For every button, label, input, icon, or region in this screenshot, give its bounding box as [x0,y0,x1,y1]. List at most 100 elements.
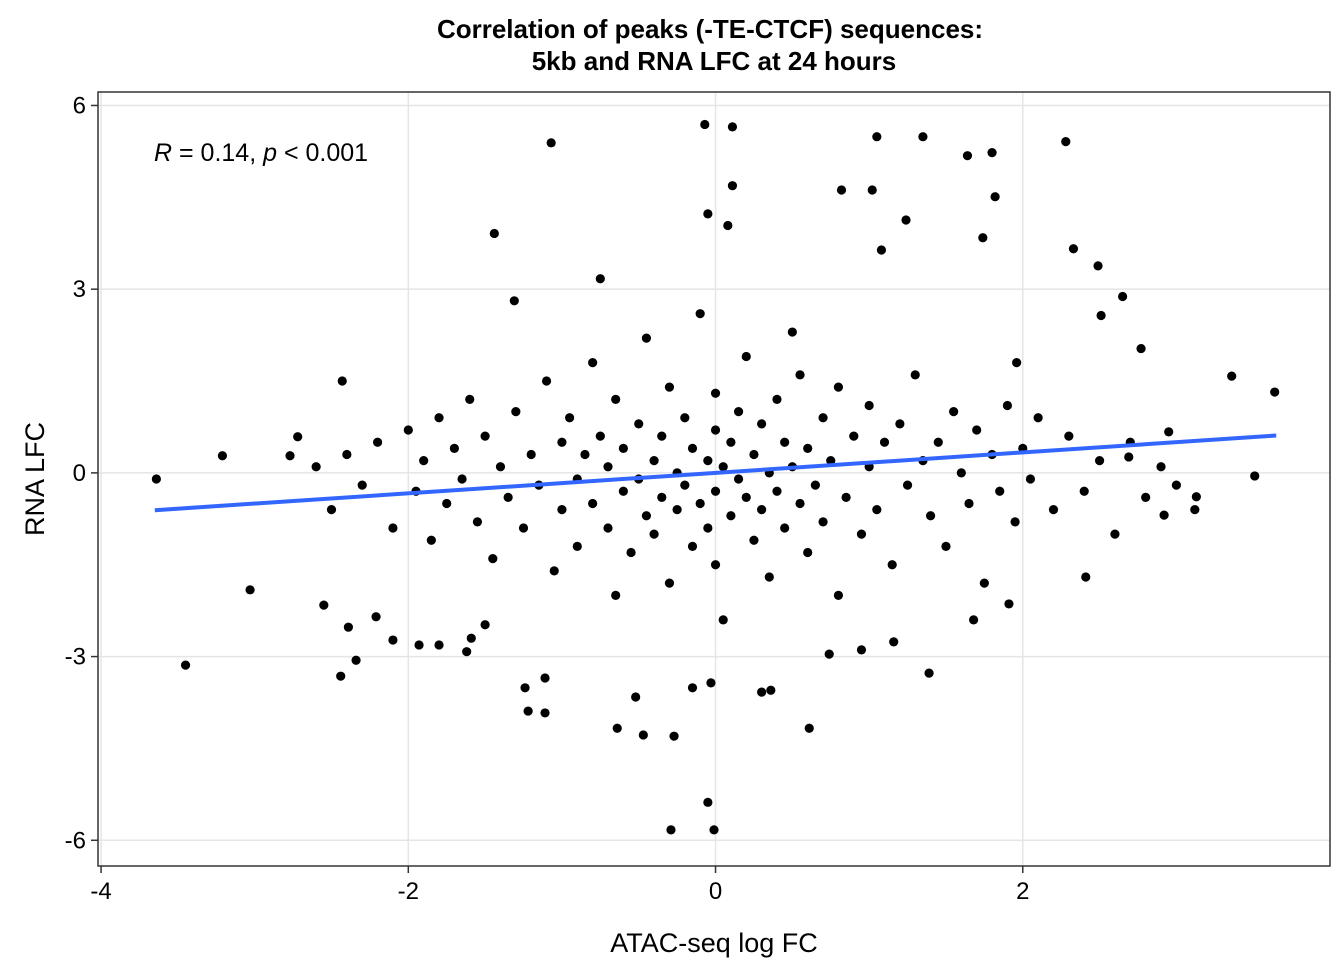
point [520,683,530,693]
point [388,523,398,533]
point [1270,387,1280,397]
point [557,505,567,515]
point [687,541,698,551]
point [803,547,813,558]
point [1110,529,1120,539]
point [978,233,988,243]
annotation-part: < 0.001 [277,139,368,167]
point [956,468,966,478]
point [1124,452,1134,462]
point [1002,400,1013,411]
point [1136,343,1146,354]
point [962,151,973,161]
point [488,554,498,564]
point [509,296,519,306]
point [887,560,897,570]
point [879,437,890,447]
x-tick-label: -2 [398,878,419,905]
point [337,376,347,386]
point [780,437,790,447]
point [710,486,721,496]
point [518,523,529,533]
point [818,517,828,527]
point [546,138,556,148]
point [442,498,452,509]
point [833,382,844,392]
point [526,449,536,460]
point [414,640,424,650]
point [833,590,844,600]
point [680,480,690,490]
point [1164,427,1174,437]
point [1156,462,1166,472]
point [217,451,228,461]
point [902,480,913,490]
point [336,671,346,681]
point [245,585,255,595]
point [849,431,859,441]
point [700,119,710,130]
point [741,351,751,362]
point [588,498,598,509]
point [326,505,337,515]
point [764,572,774,582]
point [872,132,882,142]
point [657,431,667,441]
point [1191,492,1201,502]
point [293,432,303,442]
point [634,419,644,429]
point [351,655,361,665]
point [864,400,874,411]
point [1079,486,1089,496]
annotation: R = 0.14, p < 0.001 [154,139,368,167]
point [757,687,767,697]
point [1048,505,1059,515]
point [910,370,920,380]
point [1033,413,1043,423]
point [1081,572,1091,582]
point [657,492,667,502]
annotation-part: = 0.14, [172,139,263,167]
point [1250,471,1260,481]
point [588,358,598,368]
point [687,683,698,693]
point [972,425,982,435]
point [151,474,161,484]
point [925,511,936,521]
point [990,192,1000,202]
point [964,498,974,509]
point [511,407,521,417]
point [710,388,721,398]
point [749,535,759,545]
point [626,547,636,558]
point [1096,310,1106,321]
point [826,456,836,466]
point [703,209,713,219]
x-axis-label: ATAC-seq log FC [610,928,818,958]
point [319,600,329,610]
point [718,615,728,625]
point [1064,431,1074,441]
point [618,486,628,496]
annotation-part: R [154,139,172,167]
point [611,394,621,404]
point [856,645,867,655]
point [872,505,882,515]
point [311,462,321,472]
point [979,578,989,588]
point [1025,474,1036,484]
point [572,541,582,551]
point [810,480,820,490]
point [941,541,951,551]
point [388,635,398,645]
point [918,132,928,142]
point [426,535,436,545]
point [710,425,721,435]
point [710,560,721,570]
point [343,622,353,632]
point [649,456,659,466]
panel-border [97,91,1331,867]
point [495,462,506,472]
